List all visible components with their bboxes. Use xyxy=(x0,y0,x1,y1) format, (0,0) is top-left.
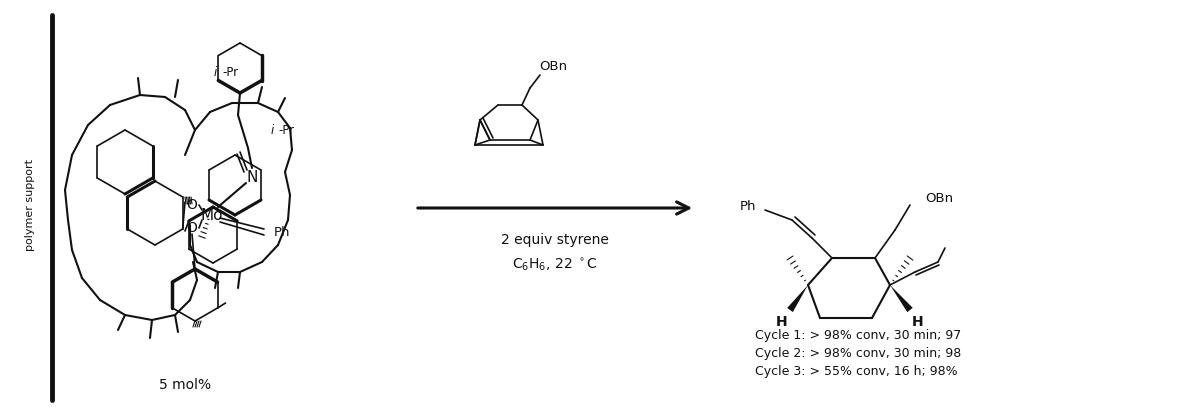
Text: Ph: Ph xyxy=(273,225,290,238)
Text: O: O xyxy=(187,198,197,212)
Text: 5 mol%: 5 mol% xyxy=(159,378,212,392)
Text: Cycle 3: > 55% conv, 16 h; 98%: Cycle 3: > 55% conv, 16 h; 98% xyxy=(755,365,957,377)
Text: -Pr: -Pr xyxy=(278,123,294,137)
Text: Mo: Mo xyxy=(201,207,224,223)
Text: OBn: OBn xyxy=(925,192,954,204)
Text: -Pr: -Pr xyxy=(222,66,238,78)
Polygon shape xyxy=(787,285,809,312)
Text: i: i xyxy=(213,66,216,78)
Text: H: H xyxy=(776,315,788,329)
Text: polymer support: polymer support xyxy=(25,159,34,251)
Text: Cycle 2: > 98% conv, 30 min; 98: Cycle 2: > 98% conv, 30 min; 98 xyxy=(755,347,961,359)
Text: H: H xyxy=(912,315,924,329)
Text: N: N xyxy=(246,171,258,185)
Text: 2 equiv styrene: 2 equiv styrene xyxy=(501,233,609,247)
Text: O: O xyxy=(187,221,197,235)
Text: C$_6$H$_6$, 22 $^\circ$C: C$_6$H$_6$, 22 $^\circ$C xyxy=(512,256,598,273)
Polygon shape xyxy=(891,285,913,312)
Text: Cycle 1: > 98% conv, 30 min; 97: Cycle 1: > 98% conv, 30 min; 97 xyxy=(755,328,961,342)
Text: OBn: OBn xyxy=(539,60,567,74)
Text: i: i xyxy=(270,123,273,137)
Text: Ph: Ph xyxy=(740,200,756,214)
